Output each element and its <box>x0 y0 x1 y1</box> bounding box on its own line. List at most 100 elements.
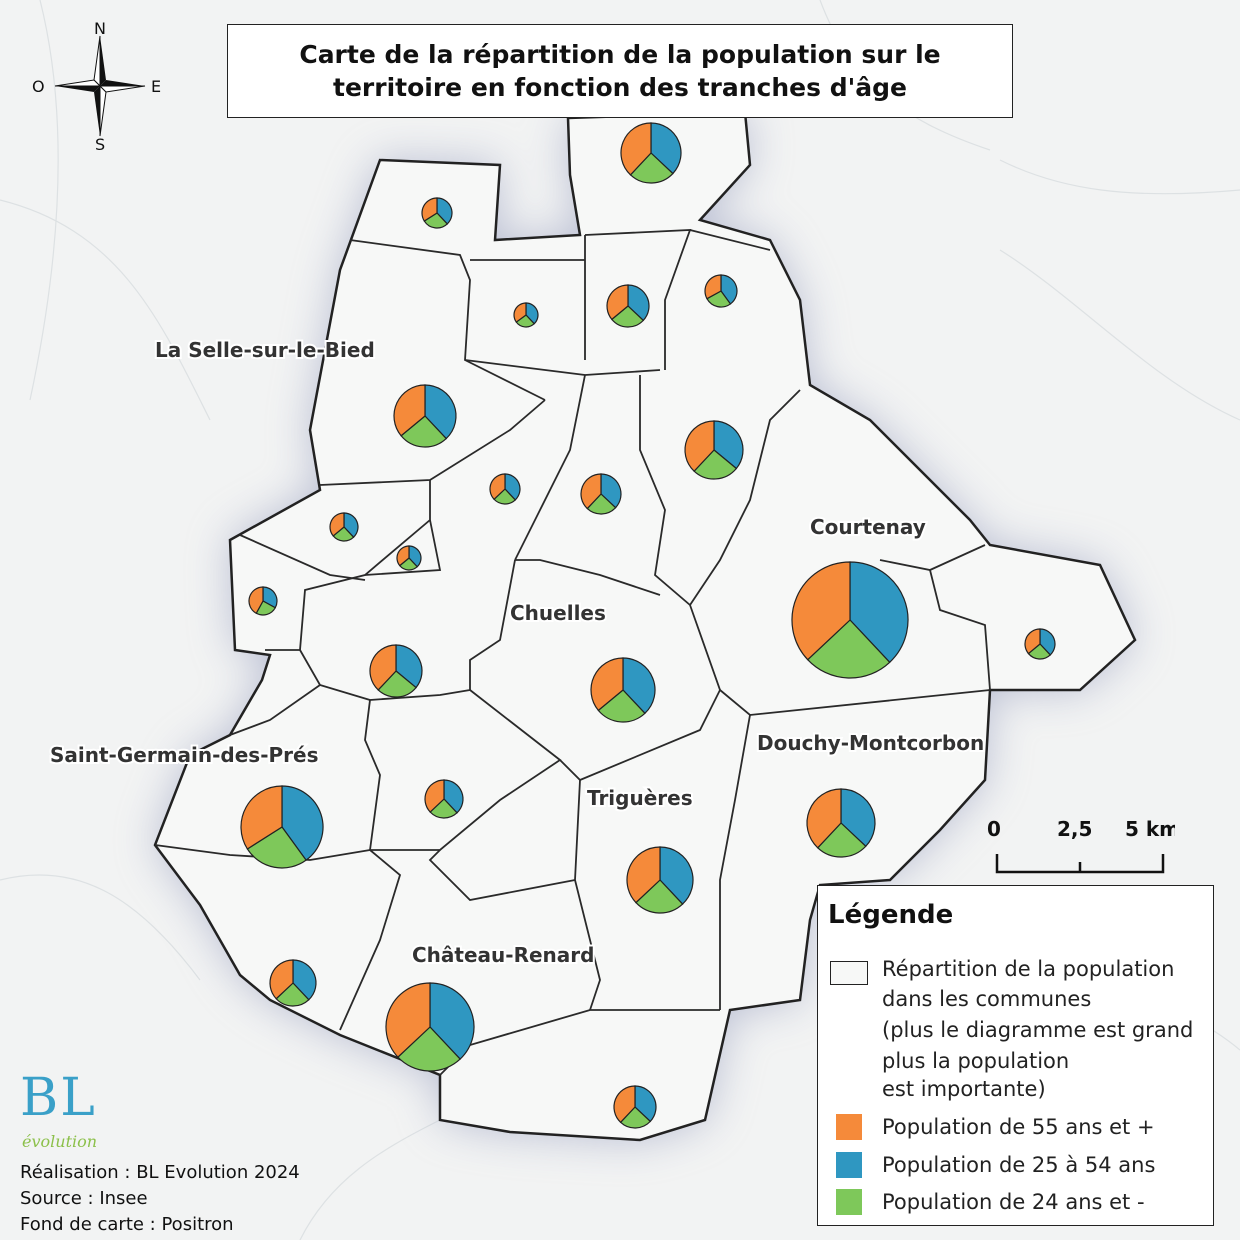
pie-slice-24 <box>397 1026 461 1072</box>
legend-title: Légende <box>828 900 954 930</box>
commune-pie-chart <box>385 982 475 1072</box>
legend-commune-line4: plus la population <box>882 1049 1070 1073</box>
pie-slice-25-54 <box>443 779 464 814</box>
pie-slice-55 <box>269 959 294 1000</box>
commune-pie-chart <box>791 561 909 679</box>
pie-slice-25-54 <box>281 785 324 862</box>
pie-slice-25-54 <box>659 846 694 905</box>
pie-slice-25-54 <box>600 473 622 509</box>
credit-realisation: Réalisation : BL Evolution 2024 <box>20 1162 300 1183</box>
label-trigueres: Triguères <box>587 786 693 810</box>
commune-pie-chart <box>329 512 359 542</box>
pie-slice-55 <box>513 302 527 323</box>
pie-slice-55 <box>393 384 426 437</box>
pie-slice-25-54 <box>720 274 738 305</box>
commune-borders <box>154 229 991 1076</box>
pie-slice-24 <box>693 449 738 480</box>
legend-label-55: Population de 55 ans et + <box>882 1115 1155 1139</box>
commune-pie-chart <box>369 644 423 698</box>
commune-pie-chart <box>684 420 744 480</box>
credit-source: Source : Insee <box>20 1188 148 1209</box>
pie-slice-55 <box>385 982 431 1058</box>
pie-slice-25-54 <box>424 384 457 440</box>
commune-pie-chart <box>590 657 656 723</box>
label-saint-germain-des-pres: Saint-Germain-des-Prés <box>50 743 319 767</box>
territory-outline <box>153 110 1137 1142</box>
pie-slice-24 <box>246 826 307 869</box>
pie-slice-25-54 <box>627 284 650 322</box>
legend-swatch-24 <box>836 1189 862 1215</box>
pie-slice-25-54 <box>650 122 682 175</box>
commune-pie-chart <box>393 384 457 448</box>
scale-label-mid: 2,5 <box>1057 817 1092 841</box>
pie-slice-55 <box>421 197 438 222</box>
pie-slice-25-54 <box>408 545 422 568</box>
pie-slice-55 <box>369 644 397 691</box>
pie-slice-24 <box>619 1106 652 1129</box>
label-chateau-renard: Château-Renard <box>412 943 594 967</box>
commune-pie-chart <box>424 779 464 819</box>
legend-commune-swatch <box>830 961 868 985</box>
compass-rose-icon: N S E O <box>32 19 161 154</box>
commune-pie-chart <box>613 1085 657 1129</box>
commune-pie-chart <box>248 586 278 616</box>
pie-slice-55 <box>606 284 629 321</box>
commune-pie-chart <box>1024 628 1056 660</box>
pie-slice-24 <box>629 152 674 184</box>
pie-slice-55 <box>240 785 283 850</box>
pie-slice-55 <box>424 779 445 813</box>
pie-slice-55 <box>620 122 652 176</box>
map-title-line1: Carte de la répartition de la population… <box>299 40 941 69</box>
map-title-line2: territoire en fonction des tranches d'âg… <box>333 73 907 102</box>
legend-commune-line3: (plus le diagramme est grand <box>882 1018 1194 1042</box>
pie-slice-55 <box>806 788 842 849</box>
legend-swatch-55 <box>836 1114 862 1140</box>
commune-pie-chart <box>421 197 453 229</box>
label-douchy-montcorbon: Douchy-Montcorbon <box>757 731 984 755</box>
map-title-box: Carte de la répartition de la population… <box>227 24 1013 118</box>
pie-slice-25-54 <box>849 561 909 664</box>
scale-label-0: 0 <box>987 817 1001 841</box>
pie-slice-24 <box>610 305 645 328</box>
pie-slice-55 <box>791 561 851 661</box>
pie-slice-55 <box>613 1085 636 1124</box>
bl-logo-sub: évolution <box>22 1132 98 1151</box>
commune-pie-chart <box>704 274 738 308</box>
pie-slice-24 <box>377 670 417 698</box>
pie-slice-25-54 <box>622 657 656 715</box>
pie-slice-25-54 <box>634 1085 657 1123</box>
place-labels: La Selle-sur-le-Bied Courtenay Chuelles … <box>48 336 986 969</box>
pie-slice-55 <box>626 846 661 904</box>
pie-slice-55 <box>1024 628 1041 655</box>
commune-pie-chart <box>626 846 694 914</box>
bl-logo: BL <box>20 1068 97 1128</box>
legend-box: Légende Répartition de la population dan… <box>817 885 1214 1226</box>
pie-slice-25-54 <box>436 197 453 225</box>
commune-pie-chart <box>396 545 422 571</box>
credit-basemap: Fond de carte : Positron <box>20 1214 234 1235</box>
pie-slice-24 <box>806 619 891 679</box>
pie-slice-55 <box>590 657 624 712</box>
legend-label-25-54: Population de 25 à 54 ans <box>882 1153 1156 1177</box>
commune-pie-chart <box>513 302 539 328</box>
compass-n: N <box>94 19 106 38</box>
pie-slice-25-54 <box>840 788 876 848</box>
pie-slice-24 <box>586 493 617 515</box>
legend-commune-line2: dans les communes <box>882 987 1092 1011</box>
pie-slice-25-54 <box>395 644 423 689</box>
compass-e: E <box>151 77 161 96</box>
commune-pie-chart <box>580 473 622 515</box>
commune-pie-chart <box>489 473 521 505</box>
pie-slice-25-54 <box>343 512 359 539</box>
pie-slice-55 <box>580 473 602 510</box>
commune-pie-chart <box>269 959 317 1007</box>
pie-slice-55 <box>248 586 264 615</box>
compass-s: S <box>95 135 105 154</box>
commune-pie-chart <box>606 284 650 328</box>
compass-o: O <box>32 77 45 96</box>
pie-slice-55 <box>684 420 715 472</box>
label-courtenay: Courtenay <box>810 515 926 539</box>
pie-slice-25-54 <box>525 302 539 325</box>
